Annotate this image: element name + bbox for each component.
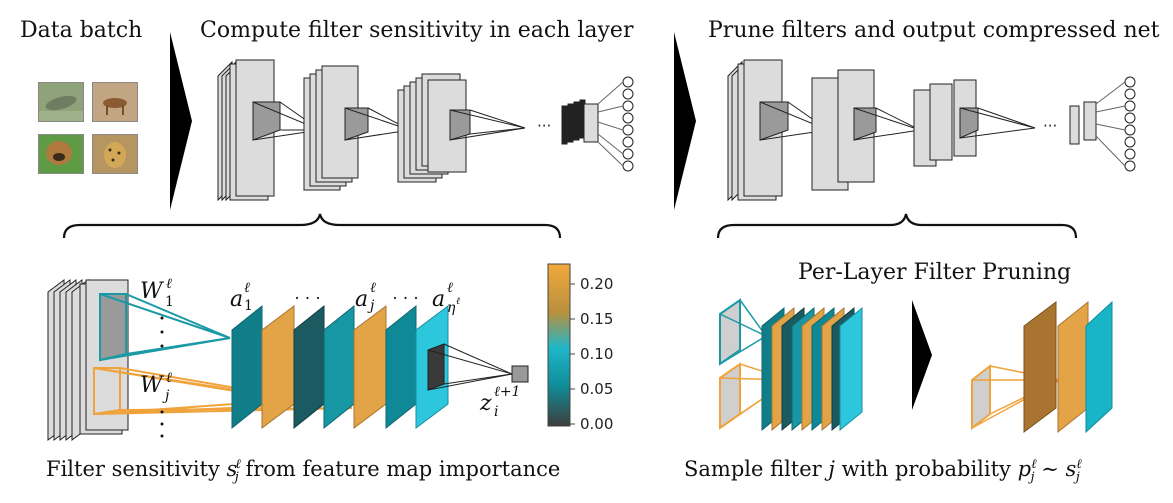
svg-text:1: 1 (244, 298, 253, 314)
aj-symbol: a (355, 287, 368, 312)
feature-maps (231, 304, 449, 430)
teal-lines (99, 293, 231, 361)
top-left-dots: ··· (537, 117, 551, 135)
colorbar-tick-label: 0.15 (580, 310, 613, 328)
colorbar (547, 263, 571, 427)
sensitivity-detail (47, 279, 129, 441)
svg-text:ℓ: ℓ (166, 370, 172, 386)
colorbar-ticks: 0.20 0.15 0.10 0.05 0.00 (570, 275, 613, 433)
sensitivity-caption: Filter sensitivity sℓj from feature map … (46, 457, 561, 486)
per-layer-before (719, 298, 863, 432)
svg-text:ℓ: ℓ (244, 280, 250, 296)
sample-caption: Sample filter j with probability pℓj ∼ s… (684, 457, 1082, 486)
wj-symbol: W (140, 373, 165, 398)
network-full (217, 59, 634, 202)
z-symbol: z (479, 391, 492, 416)
network-compressed (727, 59, 1136, 202)
dog-image (38, 134, 84, 174)
per-layer-after (971, 300, 1113, 434)
output-neuron (511, 365, 529, 383)
svg-text:ℓ: ℓ (456, 296, 460, 307)
svg-text:ℓ: ℓ (166, 276, 172, 292)
right-brace (716, 213, 1078, 239)
per-layer-pruning-title: Per-Layer Filter Pruning (798, 260, 1072, 285)
svg-text:ℓ+1: ℓ+1 (494, 384, 520, 400)
left-brace (62, 213, 562, 239)
data-batch-title: Data batch (20, 18, 143, 43)
colorbar-tick-label: 0.05 (580, 380, 613, 398)
arrow-triangle-2 (674, 32, 696, 210)
prune-filters-title: Prune filters and output compressed net (708, 18, 1160, 43)
top-right-dots: ··· (1043, 117, 1057, 135)
aeta-symbol: a (432, 287, 445, 312)
svg-text:ℓ: ℓ (447, 280, 453, 296)
fish-image (38, 82, 84, 122)
svg-text:i: i (494, 404, 498, 420)
arrow-triangle-1 (170, 32, 192, 210)
cheetah-image (92, 134, 138, 174)
dots-aj-aeta: · · · (392, 288, 419, 308)
compute-sensitivity-title: Compute filter sensitivity in each layer (200, 18, 634, 43)
svg-text:ℓ: ℓ (370, 280, 376, 296)
colorbar-tick-label: 0.00 (580, 415, 613, 433)
deer-image (92, 82, 138, 122)
svg-text:j: j (367, 298, 375, 314)
svg-text:η: η (447, 300, 456, 316)
svg-text:j: j (162, 388, 170, 404)
a1-symbol: a (230, 287, 243, 312)
colorbar-tick-label: 0.10 (580, 345, 613, 363)
svg-text:1: 1 (165, 294, 174, 310)
colorbar-tick-label: 0.20 (580, 275, 613, 293)
arrow-triangle-3 (912, 300, 932, 410)
output-projection (427, 343, 529, 391)
w1-symbol: W (140, 279, 165, 304)
vertical-dots (160, 316, 164, 438)
dots-a1-aj: · · · (294, 288, 321, 308)
